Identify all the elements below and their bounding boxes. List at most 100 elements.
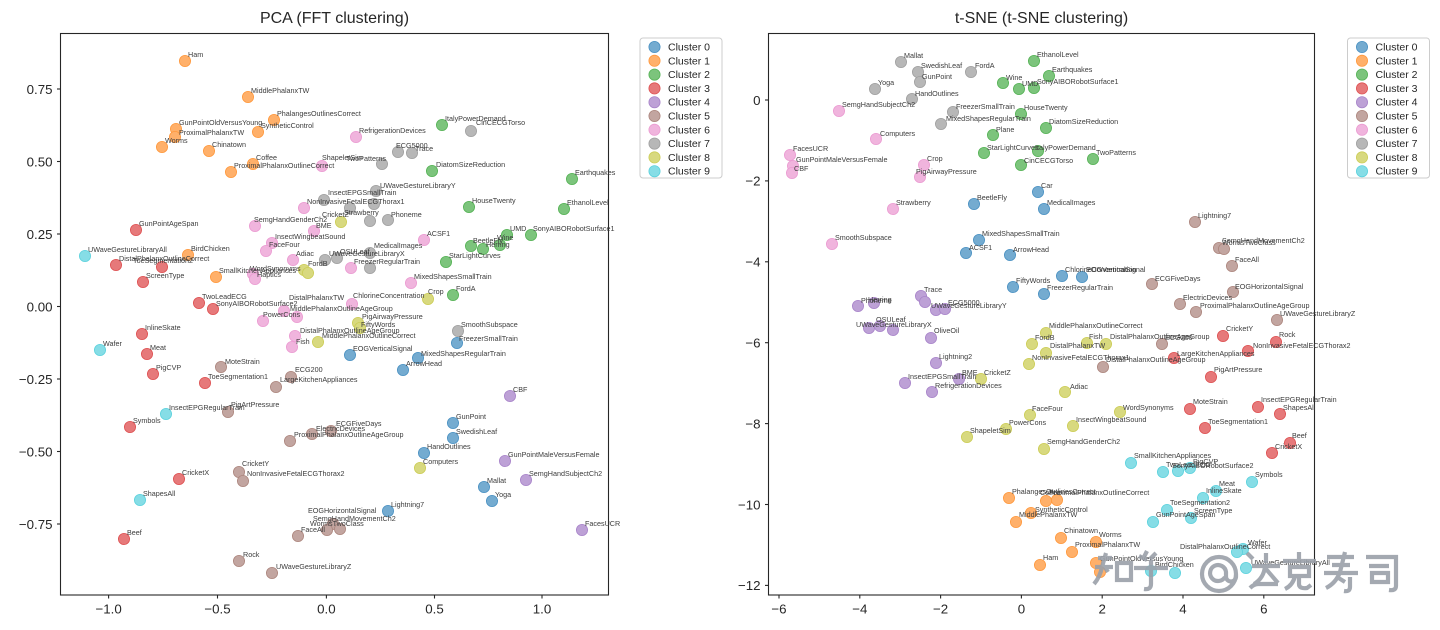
svg-text:Adiac: Adiac — [1070, 382, 1088, 391]
svg-text:1.0: 1.0 — [533, 602, 552, 617]
svg-text:0: 0 — [753, 93, 760, 108]
svg-text:ArrowHead: ArrowHead — [406, 359, 442, 368]
svg-text:Earthquakes: Earthquakes — [1052, 65, 1093, 74]
svg-text:HouseTwenty: HouseTwenty — [1024, 103, 1068, 112]
svg-text:Wine: Wine — [497, 233, 513, 242]
svg-text:MiddlePhalanxOutlineCorrect: MiddlePhalanxOutlineCorrect — [322, 331, 415, 340]
svg-text:SonyAIBORobotSurface1: SonyAIBORobotSurface1 — [1037, 77, 1119, 86]
svg-text:PigArtPressure: PigArtPressure — [231, 400, 279, 409]
svg-text:BeetleFly: BeetleFly — [977, 193, 1007, 202]
svg-text:Coffee: Coffee — [1040, 488, 1061, 497]
svg-text:Cluster 1: Cluster 1 — [668, 55, 710, 67]
svg-text:SmoothSubspace: SmoothSubspace — [835, 233, 892, 242]
svg-text:Crop: Crop — [927, 154, 943, 163]
svg-text:BME: BME — [962, 368, 978, 377]
svg-text:HouseTwenty: HouseTwenty — [472, 196, 516, 205]
svg-text:−8: −8 — [745, 416, 760, 431]
svg-text:ECG200: ECG200 — [1165, 333, 1193, 342]
svg-text:PigCVP: PigCVP — [156, 363, 181, 372]
svg-text:6: 6 — [1260, 602, 1267, 617]
svg-text:Cluster 8: Cluster 8 — [668, 152, 710, 164]
svg-text:CricketZ: CricketZ — [984, 368, 1011, 377]
svg-text:FreezerRegularTrain: FreezerRegularTrain — [354, 257, 420, 266]
svg-text:SwedishLeaf: SwedishLeaf — [456, 427, 497, 436]
svg-text:TwoLeadECG: TwoLeadECG — [1166, 460, 1211, 469]
svg-text:TwoPatterns: TwoPatterns — [1096, 148, 1136, 157]
svg-text:UMD: UMD — [1022, 79, 1038, 88]
svg-text:−1.0: −1.0 — [95, 602, 121, 617]
svg-text:SyntheticControl: SyntheticControl — [1035, 505, 1088, 514]
svg-text:FordA: FordA — [975, 61, 995, 70]
svg-text:InsectWingbeatSound: InsectWingbeatSound — [275, 232, 345, 241]
svg-text:SemgHandSubjectCh2: SemgHandSubjectCh2 — [842, 100, 915, 109]
svg-text:Meat: Meat — [1219, 479, 1235, 488]
svg-text:FaceFour: FaceFour — [269, 240, 300, 249]
svg-text:OliveOil: OliveOil — [934, 326, 960, 335]
svg-text:GunPoint: GunPoint — [456, 412, 486, 421]
svg-text:ChlorineConcentration: ChlorineConcentration — [353, 291, 425, 300]
svg-text:0.00: 0.00 — [27, 299, 53, 314]
svg-text:ScreenType: ScreenType — [146, 271, 184, 280]
svg-text:CinCECGTorso: CinCECGTorso — [476, 118, 525, 127]
svg-text:Coffee: Coffee — [256, 153, 277, 162]
svg-text:GunPoint: GunPoint — [922, 72, 952, 81]
svg-text:FordB: FordB — [1035, 333, 1055, 342]
svg-text:Yoga: Yoga — [878, 78, 894, 87]
svg-text:ProximalPhalanxTW: ProximalPhalanxTW — [1075, 540, 1140, 549]
svg-text:−0.25: −0.25 — [19, 372, 53, 387]
svg-text:ProximalPhalanxOutlineCorrect: ProximalPhalanxOutlineCorrect — [234, 161, 334, 170]
svg-text:RefrigerationDevices: RefrigerationDevices — [359, 126, 426, 135]
svg-text:FaceAll: FaceAll — [1235, 255, 1259, 264]
svg-text:ECGFiveDays: ECGFiveDays — [1155, 274, 1201, 283]
svg-text:SemgHandGenderCh2: SemgHandGenderCh2 — [1047, 437, 1120, 446]
svg-text:Earthquakes: Earthquakes — [575, 168, 616, 177]
svg-text:DistalPhalanxOutlineAgeGroup: DistalPhalanxOutlineAgeGroup — [1110, 332, 1210, 341]
svg-text:Yoga: Yoga — [495, 490, 511, 499]
svg-text:Chinatown: Chinatown — [1064, 526, 1098, 535]
svg-text:Cluster 8: Cluster 8 — [1376, 152, 1418, 164]
svg-text:GunPointAgeSpan: GunPointAgeSpan — [1156, 510, 1216, 519]
svg-text:WordSynonyms: WordSynonyms — [1123, 403, 1174, 412]
svg-text:EthanolLevel: EthanolLevel — [567, 198, 609, 207]
svg-text:DistalPhalanxTW: DistalPhalanxTW — [1050, 341, 1105, 350]
svg-text:OSULeaf: OSULeaf — [340, 247, 370, 256]
svg-text:BirdChicken: BirdChicken — [1155, 560, 1194, 569]
svg-text:Mallat: Mallat — [904, 51, 923, 60]
svg-text:−4: −4 — [745, 255, 760, 270]
svg-text:StarLightCurves: StarLightCurves — [987, 143, 1039, 152]
svg-text:ACSF1: ACSF1 — [427, 229, 450, 238]
svg-text:SwedishLeaf: SwedishLeaf — [921, 61, 962, 70]
svg-text:t-SNE (t-SNE clustering): t-SNE (t-SNE clustering) — [955, 10, 1128, 27]
svg-text:InsectEPGRegularTrain: InsectEPGRegularTrain — [169, 403, 245, 412]
svg-text:Car: Car — [1041, 181, 1053, 190]
svg-text:TwoPatterns: TwoPatterns — [346, 154, 386, 163]
svg-text:SemgHandMovementCh2: SemgHandMovementCh2 — [1222, 236, 1305, 245]
svg-text:PhalangesOutlinesCorrect: PhalangesOutlinesCorrect — [1012, 487, 1096, 496]
svg-text:BirdChicken: BirdChicken — [191, 244, 230, 253]
svg-text:Cluster 4: Cluster 4 — [1376, 97, 1418, 109]
svg-text:MoteStrain: MoteStrain — [225, 357, 260, 366]
svg-text:LargeKitchenAppliances: LargeKitchenAppliances — [280, 375, 358, 384]
svg-text:CinCECGTorso: CinCECGTorso — [1024, 156, 1073, 165]
svg-text:Phoneme: Phoneme — [391, 210, 422, 219]
svg-text:−2: −2 — [933, 602, 948, 617]
svg-text:MiddlePhalanxTW: MiddlePhalanxTW — [251, 86, 310, 95]
svg-text:InsectEPGSmallTrain: InsectEPGSmallTrain — [328, 188, 396, 197]
svg-text:4: 4 — [1179, 602, 1186, 617]
svg-text:ToeSegmentation1: ToeSegmentation1 — [208, 372, 268, 381]
svg-text:DistalPhalanxOutlineCorrect: DistalPhalanxOutlineCorrect — [1180, 542, 1270, 551]
svg-text:2: 2 — [1098, 602, 1105, 617]
svg-text:SemgHandSubjectCh2: SemgHandSubjectCh2 — [529, 469, 602, 478]
svg-text:−6: −6 — [771, 602, 786, 617]
svg-text:ShapeletSim: ShapeletSim — [970, 426, 1011, 435]
svg-text:GunPointOldVersusYoung: GunPointOldVersusYoung — [179, 118, 262, 127]
svg-text:UMD: UMD — [510, 224, 526, 233]
svg-text:DistalPhalanxOutlineAgeGroup: DistalPhalanxOutlineAgeGroup — [1106, 355, 1206, 364]
svg-text:CricketY: CricketY — [1226, 324, 1253, 333]
svg-text:−2: −2 — [745, 174, 760, 189]
svg-text:SyntheticControl: SyntheticControl — [261, 121, 314, 130]
svg-text:−0.50: −0.50 — [19, 444, 53, 459]
svg-text:SmallKitchenAppliances: SmallKitchenAppliances — [1134, 451, 1212, 460]
svg-text:Cluster 0: Cluster 0 — [1376, 42, 1418, 54]
svg-text:−6: −6 — [745, 336, 760, 351]
